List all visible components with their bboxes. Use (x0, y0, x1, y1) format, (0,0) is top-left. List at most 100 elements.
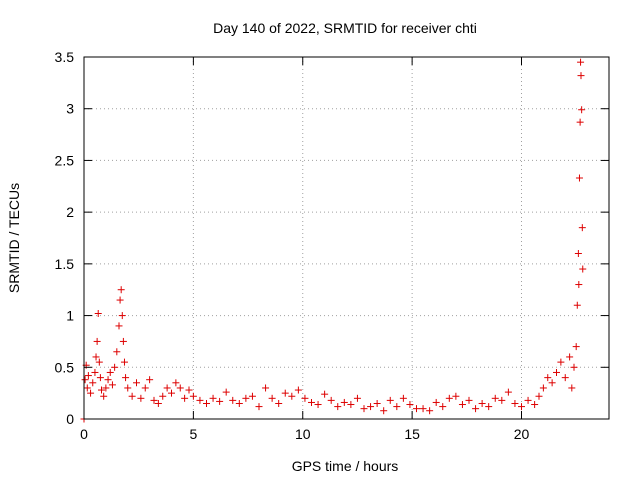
data-point (111, 363, 119, 371)
data-point (106, 368, 114, 376)
data-point (308, 398, 315, 406)
data-point (574, 250, 582, 258)
data-point (458, 401, 466, 409)
data-point (102, 384, 110, 392)
data-point (117, 286, 125, 294)
data-point (159, 392, 167, 400)
data-point (294, 386, 302, 394)
data-point (122, 374, 130, 382)
grid-lines (84, 57, 609, 419)
data-point (573, 301, 581, 309)
data-point (575, 281, 583, 289)
data-point (478, 399, 486, 407)
x-axis-label: GPS time / hours (292, 458, 399, 474)
data-point (255, 403, 263, 411)
data-point (314, 401, 322, 409)
data-point (399, 394, 407, 402)
data-point (281, 389, 289, 397)
data-point (288, 392, 296, 400)
data-point (518, 403, 525, 411)
data-point (548, 379, 556, 387)
data-point (393, 403, 401, 411)
data-point (544, 374, 552, 382)
data-point (413, 405, 420, 413)
data-point (209, 394, 217, 402)
data-point (181, 394, 189, 402)
data-point (163, 384, 171, 392)
y-tick-label: 2.5 (55, 152, 75, 168)
x-tick-label: 15 (404, 426, 420, 442)
data-point (141, 384, 149, 392)
data-point (120, 358, 128, 366)
y-tick-label: 0 (66, 411, 74, 427)
data-point (539, 384, 547, 392)
data-point (94, 310, 102, 318)
data-point (557, 358, 565, 366)
data-point (419, 405, 427, 413)
data-point (128, 392, 136, 400)
data-point (87, 389, 95, 397)
data-point (568, 384, 576, 392)
x-axis-ticks: 0 5 10 15 20 (80, 57, 529, 442)
data-point (406, 401, 414, 409)
data-point (353, 394, 361, 402)
x-tick-label: 20 (514, 426, 530, 442)
y-tick-label: 1.5 (55, 256, 75, 272)
data-point (445, 394, 453, 402)
data-point (89, 379, 97, 387)
data-point (176, 384, 184, 392)
data-point (95, 358, 103, 366)
data-point (301, 394, 309, 402)
data-point (511, 399, 519, 407)
data-point (561, 374, 569, 382)
data-point (570, 363, 578, 371)
data-point (91, 368, 99, 376)
data-point (93, 337, 101, 345)
data-point (124, 384, 132, 392)
data-point (465, 396, 473, 404)
data-point (576, 118, 584, 126)
data-point (146, 376, 154, 384)
data-point (360, 405, 368, 413)
data-point (498, 396, 506, 404)
y-tick-label: 0.5 (55, 359, 75, 375)
chart-title: Day 140 of 2022, SRMTID for receiver cht… (213, 20, 477, 36)
data-point (426, 407, 434, 415)
data-point (118, 312, 126, 320)
data-point (347, 401, 355, 409)
data-point (491, 394, 499, 402)
data-point (235, 399, 243, 407)
data-point (98, 386, 105, 394)
data-point (113, 348, 121, 356)
data-point (248, 392, 256, 400)
x-tick-label: 10 (295, 426, 311, 442)
data-point (524, 396, 532, 404)
data-point (386, 396, 394, 404)
y-axis-label: SRMTID / TECUs (6, 183, 22, 293)
data-point (275, 399, 283, 407)
data-point (119, 337, 127, 345)
data-point (432, 398, 440, 406)
data-point (504, 388, 512, 396)
y-axis-ticks: 0 0.5 1 1.5 2 2.5 3 3.5 (55, 49, 609, 427)
data-point (472, 405, 480, 413)
data-point (92, 353, 100, 361)
data-point (83, 384, 91, 392)
data-point (185, 386, 193, 394)
data-point (553, 368, 560, 376)
data-point (380, 407, 388, 415)
data-point (100, 392, 108, 400)
data-point (579, 265, 587, 273)
y-tick-label: 3 (66, 101, 74, 117)
data-point (367, 403, 375, 411)
data-point (133, 379, 140, 387)
x-tick-label: 0 (80, 426, 88, 442)
data-point (189, 392, 197, 400)
data-point (222, 388, 230, 396)
data-point (268, 394, 276, 402)
data-point (578, 106, 586, 114)
data-point (216, 397, 224, 405)
data-point (566, 353, 574, 361)
data-point (262, 384, 270, 392)
